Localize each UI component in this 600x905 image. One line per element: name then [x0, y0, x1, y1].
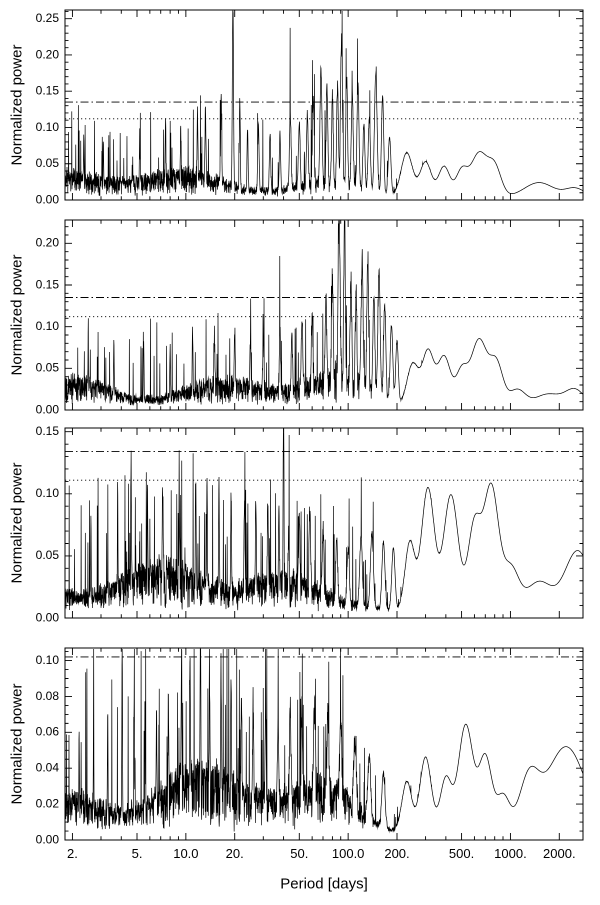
x-axis-label: Period [days]: [280, 875, 368, 893]
y-axis-label: Normalized power: [8, 683, 26, 805]
y-axis-label: Normalized power: [8, 44, 26, 166]
y-axis-label: Normalized power: [8, 254, 26, 376]
y-axis-label: Normalized power: [8, 462, 26, 584]
